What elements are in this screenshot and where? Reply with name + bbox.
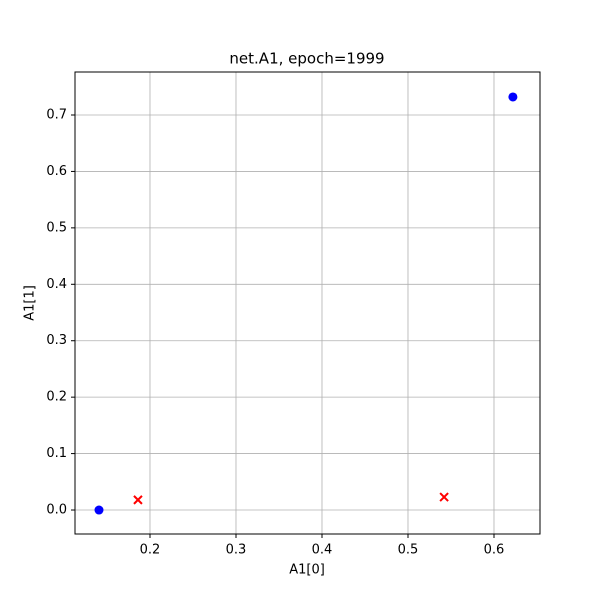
x-tick-label: 0.4 [312, 543, 333, 558]
y-tick-label: 0.7 [46, 108, 67, 123]
point [508, 92, 518, 102]
point [439, 492, 449, 502]
y-axis-label: A1[1] [23, 285, 38, 321]
plot-frame [74, 71, 541, 535]
y-tick-label: 0.4 [46, 277, 67, 292]
y-tick-label: 0.1 [46, 446, 67, 461]
point [94, 505, 104, 515]
chart-title: net.A1, epoch=1999 [229, 50, 384, 68]
y-tick-label: 0.6 [46, 164, 67, 179]
x-tick-label: 0.3 [226, 543, 247, 558]
y-tick-label: 0.3 [46, 333, 67, 348]
point [133, 495, 143, 505]
y-tick-label: 0.2 [46, 390, 67, 405]
y-tick-label: 0.5 [46, 220, 67, 235]
x-tick-label: 0.6 [484, 543, 505, 558]
x-tick-label: 0.2 [140, 543, 161, 558]
x-tick-label: 0.5 [398, 543, 419, 558]
x-axis-label: A1[0] [289, 563, 325, 578]
y-tick-label: 0.0 [46, 503, 67, 518]
